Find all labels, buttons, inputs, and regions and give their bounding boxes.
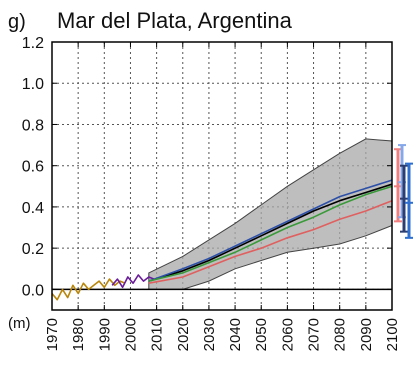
x-tick-label: 1990 (96, 318, 113, 351)
x-tick-label: 2050 (253, 318, 270, 351)
x-tick-label: 2090 (358, 318, 375, 351)
x-tick-label: 2040 (227, 318, 244, 351)
series-line (148, 179, 393, 282)
y-tick-labels: 0.0 0.2 0.4 0.6 0.8 1.0 1.2 (22, 35, 44, 299)
plot-frame-group (51, 41, 393, 311)
range-bars (394, 144, 413, 239)
x-tick-label: 1980 (70, 318, 87, 351)
x-tick-label: 2080 (332, 318, 349, 351)
x-tick-label: 2070 (306, 318, 323, 351)
y-tick-label: 1.0 (22, 76, 44, 93)
y-tick-label: 1.2 (22, 35, 44, 52)
x-tick-label: 2100 (384, 318, 401, 351)
series-line (148, 199, 393, 284)
series-line (148, 185, 393, 282)
x-tick-label: 1970 (44, 318, 61, 351)
x-tick-label: 2020 (175, 318, 192, 351)
chart-title: Mar del Plata, Argentina (57, 8, 293, 33)
x-tick-label: 2000 (122, 318, 139, 351)
y-tick-label: 0.0 (22, 282, 44, 299)
series-line (111, 274, 155, 289)
y-tick-label: 0.4 (22, 200, 44, 217)
x-tick-label: 2010 (149, 318, 166, 351)
x-tick-label: 2030 (201, 318, 218, 351)
x-tick-label: 2060 (279, 318, 296, 351)
series-lines (51, 179, 393, 301)
x-tick-labels: 1970 1980 1990 2000 2010 2020 2030 2040 2050 2060… (44, 318, 401, 351)
panel-label: g) (8, 11, 26, 33)
y-axis-unit: (m) (8, 315, 31, 332)
y-tick-label: 0.8 (22, 117, 44, 134)
plot-frame (51, 41, 393, 311)
y-tick-label: 0.2 (22, 241, 44, 258)
series-line (148, 183, 393, 282)
y-tick-label: 0.6 (22, 159, 44, 176)
